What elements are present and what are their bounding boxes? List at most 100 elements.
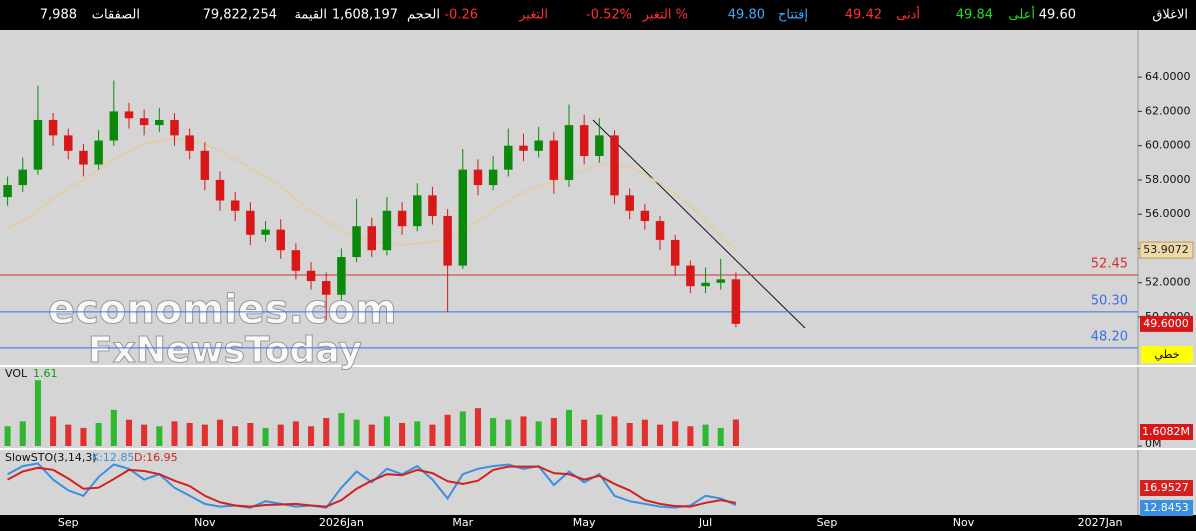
volume-bar: [399, 422, 406, 446]
x-tick-label: Nov: [953, 516, 975, 529]
candle-body: [655, 221, 665, 240]
volume-bar: [368, 424, 375, 446]
volume-bar: [171, 421, 178, 446]
header-value: 7,988: [40, 8, 77, 23]
volume-bar: [125, 419, 133, 446]
volume-bar: [611, 416, 618, 446]
price-tag-bg: [1140, 315, 1193, 332]
stoch-label: K:12.85: [92, 451, 134, 464]
volume-bar: [429, 424, 436, 446]
x-tick-label: Jul: [698, 516, 712, 529]
volume-bar: [550, 418, 557, 446]
volume-bar: [717, 427, 724, 446]
x-tick-label: Sep: [58, 516, 79, 529]
candle-body: [397, 210, 407, 227]
header-label: أدنى: [896, 6, 920, 23]
volume-bar: [732, 419, 739, 446]
line-tool-button[interactable]: خطي: [1141, 346, 1193, 363]
volume-bar: [490, 418, 497, 446]
volume-name: VOL: [5, 367, 28, 380]
candle-body: [94, 140, 103, 165]
candle-body: [352, 226, 361, 258]
header-value: 49.42: [845, 8, 882, 23]
candle-body: [519, 145, 528, 151]
header-label: القيمة: [294, 8, 327, 23]
x-tick-label: Nov: [194, 516, 216, 529]
header-label: أعلى: [1008, 6, 1035, 23]
volume-bar: [459, 411, 466, 446]
candle-body: [3, 185, 12, 198]
candle-body: [610, 135, 619, 196]
candle-body: [731, 279, 741, 324]
candle-body: [139, 118, 149, 126]
volume-last: 1.61: [33, 367, 58, 380]
candle-body: [185, 135, 194, 151]
candle-body: [640, 210, 650, 222]
volume-bar: [65, 424, 72, 446]
time-axis-bar: [0, 515, 1196, 531]
volume-bar: [520, 416, 527, 446]
volume-bar: [4, 426, 11, 446]
volume-bar: [702, 424, 709, 446]
volume-bar: [34, 380, 41, 446]
header-value: 79,822,254: [203, 8, 277, 23]
candle-body: [534, 140, 543, 151]
candle-body: [155, 119, 164, 126]
candle-body: [595, 135, 604, 156]
candle-body: [124, 111, 134, 119]
volume-bar: [141, 424, 148, 446]
x-tick-label: Mar: [452, 516, 473, 529]
candle-body: [18, 169, 28, 186]
volume-bar: [201, 424, 208, 446]
volume-bar: [672, 421, 679, 446]
candle-body: [625, 195, 634, 211]
button-label[interactable]: خطي: [1155, 348, 1180, 361]
volume-bar: [156, 426, 163, 446]
header-value: 1,608,197: [332, 8, 398, 23]
volume-bar: [50, 416, 57, 446]
stoch-line: [7, 465, 737, 508]
x-tick-label: May: [573, 516, 596, 529]
x-tick-label: Sep: [817, 516, 838, 529]
header-bar: [0, 0, 1196, 30]
volume-bar: [626, 422, 633, 446]
candle-body: [686, 265, 695, 287]
volume-bar: [505, 419, 512, 446]
volume-tag-bg: [1140, 424, 1193, 440]
volume-bar: [232, 426, 239, 446]
header-value: 49.84: [956, 8, 993, 23]
volume-bar: [19, 421, 26, 446]
volume-bar: [323, 418, 330, 446]
header-label: إفتتاح: [778, 8, 808, 23]
candle-body: [413, 195, 422, 227]
header-label: الصفقات: [92, 8, 140, 23]
stoch-name: SlowSTO(3,14,3): [5, 451, 97, 464]
volume-bar: [687, 426, 694, 446]
candle-body: [443, 215, 452, 266]
volume-bar: [292, 421, 299, 446]
level-label: 52.45: [1091, 257, 1128, 272]
volume-tick-label: 0M: [1145, 437, 1162, 450]
volume-bar: [383, 416, 390, 446]
level-label: 50.30: [1091, 293, 1128, 308]
volume-bar: [641, 419, 648, 446]
volume-bar: [414, 421, 421, 446]
stoch-line: [7, 462, 737, 509]
candle-body: [291, 250, 301, 271]
stoch-tag-bg: [1140, 500, 1193, 516]
button-bg[interactable]: [1141, 346, 1193, 363]
volume-bar: [474, 408, 481, 446]
stoch-tag: 12.8453: [1143, 501, 1189, 514]
candle-body: [230, 200, 240, 211]
volume-bar: [186, 422, 193, 446]
y-tick-label: 56.0000: [1145, 207, 1191, 220]
candle-body: [246, 210, 255, 235]
header-label: التغير %: [642, 8, 688, 23]
candle-body: [79, 150, 88, 165]
y-tick-label: 58.0000: [1145, 173, 1191, 186]
candle-body: [109, 111, 119, 141]
header-value: -0.26: [444, 8, 478, 23]
candle-body: [170, 119, 179, 136]
volume-bar: [581, 419, 588, 446]
